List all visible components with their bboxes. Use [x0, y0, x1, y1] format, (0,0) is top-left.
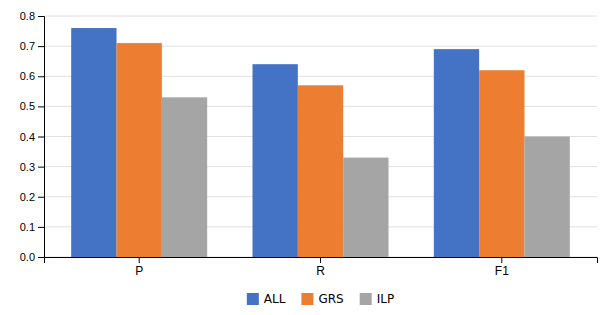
y-tick: 0.5 [20, 100, 44, 112]
bar [117, 43, 162, 257]
series [117, 43, 525, 257]
tick-label: P [135, 264, 143, 278]
tick-label: 0.2 [20, 191, 35, 203]
tick-label: 0.7 [20, 40, 35, 52]
tick-label: 0.8 [20, 10, 35, 22]
legend: ALL GRS ILP [247, 292, 394, 306]
y-tick: 0.4 [20, 131, 44, 143]
legend-item: GRS [301, 292, 343, 306]
tick-label: 0.3 [20, 161, 35, 173]
tick-label: 0.1 [20, 221, 35, 233]
series [71, 28, 479, 257]
bar [524, 137, 569, 258]
tick-label: 0.5 [20, 100, 35, 112]
legend-item: ILP [360, 292, 394, 306]
y-tick: 0.3 [20, 161, 44, 173]
y-tick: 0.2 [20, 191, 44, 203]
tick-mark [38, 76, 44, 77]
plot: 0.0 0.1 0.2 0.3 0.4 0.5 0.6 0.7 0.8 P R F1 [20, 10, 598, 278]
grid-line [44, 16, 597, 17]
y-tick: 0.6 [20, 70, 44, 82]
tick-mark [38, 227, 44, 228]
tick-mark [38, 16, 44, 17]
axis-line [45, 258, 598, 264]
tick-mark [320, 257, 321, 263]
legend-item: ALL [247, 292, 286, 306]
bar [71, 28, 116, 257]
grid [44, 16, 597, 257]
y-tick: 0.7 [20, 40, 44, 52]
tick-mark [38, 46, 44, 47]
legend-swatch [247, 293, 259, 305]
x-tick: F1 [495, 257, 509, 278]
legend-swatch [360, 293, 372, 305]
y-tick: 0.1 [20, 221, 44, 233]
bar [479, 70, 524, 257]
tick-mark [501, 257, 502, 263]
bars [71, 28, 570, 257]
bar [298, 85, 343, 257]
tick-label: 0.4 [20, 131, 35, 143]
chart: 0.0 0.1 0.2 0.3 0.4 0.5 0.6 0.7 0.8 P R F1 ALL GRS ILP [0, 0, 613, 315]
legend-label: GRS [318, 292, 343, 306]
tick-label: F1 [495, 264, 509, 278]
axis-line [38, 17, 45, 258]
tick-mark [139, 257, 140, 263]
tick-label: R [316, 264, 325, 278]
tick-mark [38, 257, 44, 258]
y-tick: 0.8 [20, 10, 44, 22]
tick-mark [38, 197, 44, 198]
tick-mark [38, 137, 44, 138]
x-tick: R [316, 257, 325, 278]
bar [253, 64, 298, 257]
x-tick: P [135, 257, 143, 278]
tick-mark [38, 167, 44, 168]
legend-label: ILP [377, 292, 394, 306]
bar [343, 158, 388, 257]
bar [162, 97, 207, 257]
legend-label: ALL [264, 292, 286, 306]
legend-swatch [301, 293, 313, 305]
y-tick: 0.0 [20, 251, 44, 263]
tick-label: 0.6 [20, 70, 35, 82]
tick-label: 0.0 [20, 251, 35, 263]
y-axis: 0.0 0.1 0.2 0.3 0.4 0.5 0.6 0.7 0.8 [20, 10, 45, 263]
bar [434, 49, 479, 257]
series [162, 97, 570, 257]
tick-mark [38, 106, 44, 107]
x-axis: P R F1 [45, 257, 598, 278]
